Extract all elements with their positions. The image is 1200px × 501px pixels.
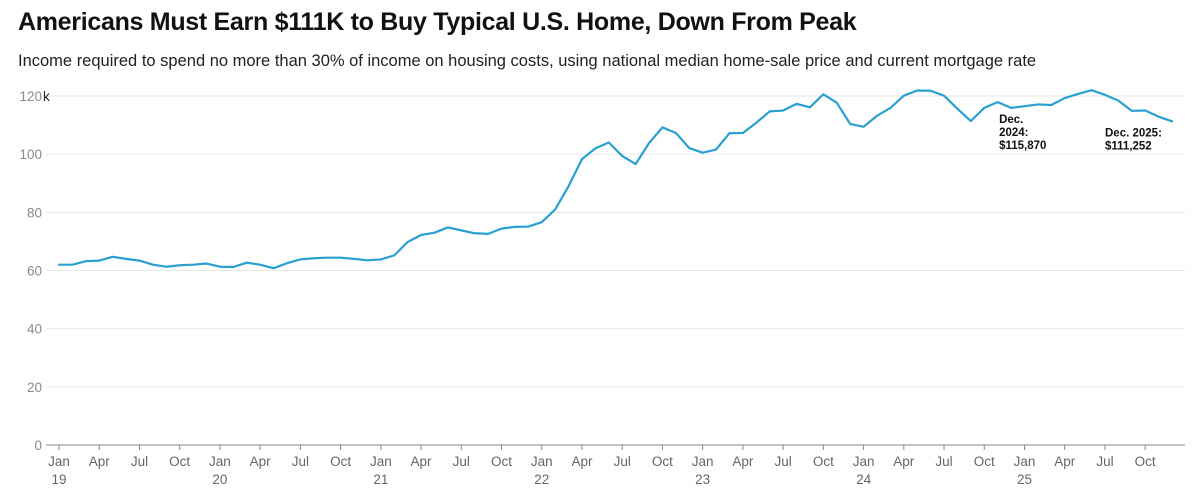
y-tick-label: 80 [27, 205, 42, 220]
y-tick-label: 20 [27, 380, 42, 395]
x-tick-label: Jul [292, 454, 309, 469]
x-axis-ticks: Jan 19 Apr Jul Oct Jan 20 Apr Jul Oct Jan 21 Apr Jul O… [48, 445, 1156, 487]
y-axis-ticks: 0 20 40 60 80 100 120 k [19, 89, 50, 453]
x-tick-year-label: 22 [534, 472, 549, 487]
x-tick-label: Jul [935, 454, 952, 469]
chart-subtitle: Income required to spend no more than 30… [18, 52, 1037, 70]
y-tick-label: 0 [34, 438, 42, 453]
x-tick-label: Apr [1054, 454, 1076, 469]
x-tick-label: Apr [411, 454, 433, 469]
x-tick-label: Jul [1096, 454, 1113, 469]
x-tick-label: Jan [209, 454, 231, 469]
x-tick-label: Jul [131, 454, 148, 469]
x-tick-label: Oct [169, 454, 190, 469]
y-tick-label: 120 [19, 89, 42, 104]
y-tick-label: 100 [19, 147, 42, 162]
x-tick-label: Apr [250, 454, 272, 469]
chart-title: Americans Must Earn $111K to Buy Typical… [18, 8, 857, 36]
x-tick-year-label: 25 [1017, 472, 1032, 487]
annotation-label: 2024: [999, 127, 1028, 139]
x-tick-label: Jan [853, 454, 875, 469]
x-tick-label: Apr [89, 454, 111, 469]
x-tick-label: Oct [974, 454, 995, 469]
series-layer [57, 89, 1174, 270]
annotation-label: $115,870 [999, 140, 1046, 152]
x-tick-label: Jan [692, 454, 714, 469]
series-line [57, 89, 1174, 270]
x-tick-year-label: 23 [695, 472, 710, 487]
annotation-label: Dec. [999, 114, 1023, 126]
x-tick-label: Apr [571, 454, 593, 469]
y-tick-label: 40 [27, 322, 42, 337]
x-tick-year-label: 19 [51, 472, 66, 487]
x-tick-label: Apr [893, 454, 915, 469]
annotations: Dec.2024:$115,870 Dec. 2025:$111,252 [999, 114, 1162, 152]
x-tick-label: Apr [732, 454, 754, 469]
gridlines [46, 95, 1185, 446]
x-tick-label: Jan [48, 454, 70, 469]
x-tick-label: Jul [614, 454, 631, 469]
x-tick-label: Oct [491, 454, 512, 469]
annotation-label: $111,252 [1105, 140, 1152, 152]
x-tick-label: Oct [330, 454, 351, 469]
x-tick-label: Jan [531, 454, 553, 469]
x-tick-label: Jan [370, 454, 392, 469]
y-unit-suffix: k [43, 89, 50, 104]
x-tick-label: Jul [453, 454, 470, 469]
x-tick-year-label: 20 [212, 472, 227, 487]
x-tick-label: Jan [1014, 454, 1036, 469]
x-tick-year-label: 21 [373, 472, 388, 487]
annotation-label: Dec. 2025: [1105, 127, 1162, 139]
x-tick-label: Oct [652, 454, 673, 469]
x-tick-label: Jul [774, 454, 791, 469]
x-tick-label: Oct [813, 454, 834, 469]
y-tick-label: 60 [27, 264, 42, 279]
x-tick-label: Oct [1135, 454, 1156, 469]
x-tick-year-label: 24 [856, 472, 872, 487]
